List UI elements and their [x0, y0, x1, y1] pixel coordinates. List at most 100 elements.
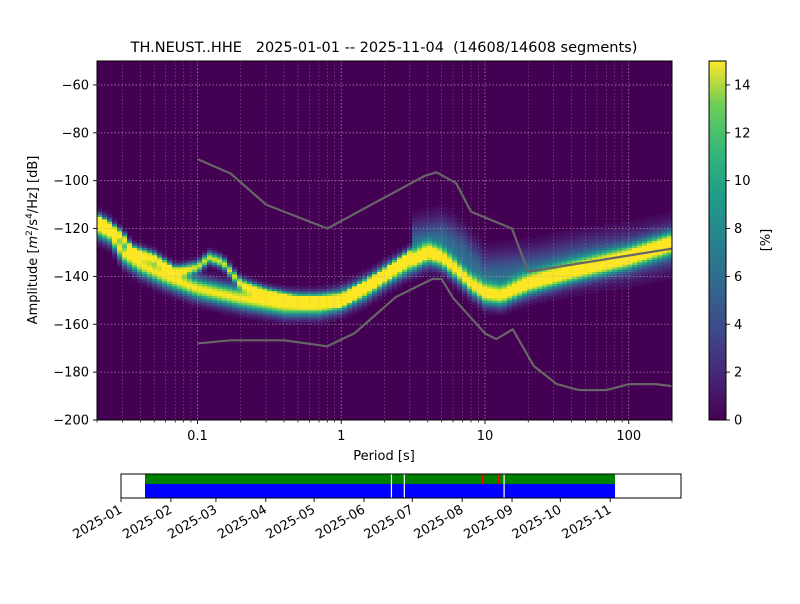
heatmap-cell — [157, 271, 163, 275]
heatmap-cell — [547, 271, 553, 275]
heatmap-cell — [477, 264, 483, 268]
heatmap-cell — [547, 293, 553, 296]
heatmap-cell — [527, 281, 533, 284]
heatmap-cell — [327, 319, 333, 323]
heatmap-cell — [222, 305, 228, 308]
heatmap-cell — [412, 247, 418, 251]
heatmap-cell — [102, 209, 108, 213]
heatmap-cell — [442, 264, 448, 268]
heatmap-cell — [172, 290, 178, 294]
heatmap-cell — [467, 257, 473, 261]
heatmap-cell — [612, 269, 618, 273]
heatmap-cell — [627, 250, 633, 253]
heatmap-cell — [142, 242, 148, 246]
heatmap-cell — [322, 317, 328, 320]
heatmap-cell — [657, 230, 663, 234]
heatmap-cell — [642, 269, 648, 273]
heatmap-cell — [497, 257, 503, 261]
heatmap-cell — [442, 266, 448, 270]
heatmap-cell — [572, 283, 578, 287]
heatmap-cell — [552, 259, 558, 263]
heatmap-cell — [147, 266, 153, 270]
heatmap-cell — [417, 230, 423, 234]
heatmap-cell — [557, 233, 563, 237]
heatmap-cell — [147, 283, 153, 287]
heatmap-cell — [567, 230, 573, 234]
heatmap-cell — [497, 266, 503, 270]
heatmap-cell — [232, 295, 238, 299]
heatmap-cell — [652, 264, 658, 268]
heatmap-cell — [572, 269, 578, 273]
heatmap-cell — [377, 295, 383, 299]
heatmap-cell — [597, 230, 603, 234]
heatmap-cell — [457, 269, 463, 273]
heatmap-cell — [592, 266, 598, 270]
heatmap-cell — [352, 312, 358, 316]
heatmap-cell — [427, 266, 433, 270]
heatmap-cell — [217, 274, 223, 277]
heatmap-cell — [332, 283, 338, 287]
heatmap-cell — [122, 233, 128, 237]
heatmap-cell — [132, 278, 138, 282]
heatmap-cell — [147, 278, 153, 282]
heatmap-cell — [552, 247, 558, 251]
heatmap-cell — [457, 259, 463, 263]
heatmap-cell — [667, 271, 672, 275]
heatmap-cell — [412, 216, 418, 220]
heatmap-cell — [392, 262, 398, 265]
heatmap-cell — [177, 264, 183, 268]
heatmap-cell — [362, 295, 368, 299]
heatmap-cell — [582, 250, 588, 253]
heatmap-cell — [152, 262, 158, 265]
heatmap-cell — [502, 245, 508, 249]
heatmap-cell — [567, 240, 573, 244]
heatmap-cell — [487, 307, 493, 311]
heatmap-cell — [297, 293, 303, 296]
heatmap-cell — [297, 297, 303, 301]
heatmap-cell — [512, 281, 518, 284]
heatmap-cell — [242, 312, 248, 316]
heatmap-cell — [527, 266, 533, 270]
heatmap-cell — [522, 281, 528, 284]
heatmap-cell — [142, 269, 148, 273]
heatmap-cell — [582, 283, 588, 287]
heatmap-cell — [527, 262, 533, 265]
heatmap-cell — [387, 259, 393, 263]
heatmap-cell — [517, 285, 523, 289]
heatmap-cell — [227, 259, 233, 263]
heatmap-cell — [587, 266, 593, 270]
heatmap-cell — [507, 276, 513, 280]
heatmap-cell — [482, 309, 488, 313]
heatmap-cell — [497, 250, 503, 253]
heatmap-cell — [622, 250, 628, 253]
heatmap-cell — [272, 321, 278, 325]
heatmap-cell — [487, 297, 493, 301]
heatmap-cell — [422, 254, 428, 258]
heatmap-cell — [322, 283, 328, 287]
heatmap-cell — [542, 290, 548, 294]
heatmap-cell — [647, 262, 653, 265]
heatmap-cell — [497, 276, 503, 280]
heatmap-cell — [507, 245, 513, 249]
heatmap-cell — [502, 240, 508, 244]
heatmap-cell — [587, 281, 593, 284]
y-tick-label: −180 — [53, 366, 89, 381]
heatmap-cell — [222, 290, 228, 294]
heatmap-cell — [552, 240, 558, 244]
heatmap-cell — [657, 269, 663, 273]
heatmap-cell — [612, 276, 618, 280]
heatmap-cell — [442, 216, 448, 220]
heatmap-cell — [492, 247, 498, 251]
heatmap-cell — [372, 266, 378, 270]
heatmap-cell — [172, 293, 178, 296]
heatmap-cell — [102, 235, 108, 239]
heatmap-cell — [342, 293, 348, 296]
heatmap-cell — [502, 252, 508, 256]
heatmap-cell — [557, 281, 563, 284]
heatmap-cell — [432, 262, 438, 265]
heatmap-cell — [187, 257, 193, 261]
heatmap-cell — [637, 266, 643, 270]
heatmap-cell — [167, 283, 173, 287]
heatmap-cell — [112, 218, 118, 222]
heatmap-cell — [452, 247, 458, 251]
